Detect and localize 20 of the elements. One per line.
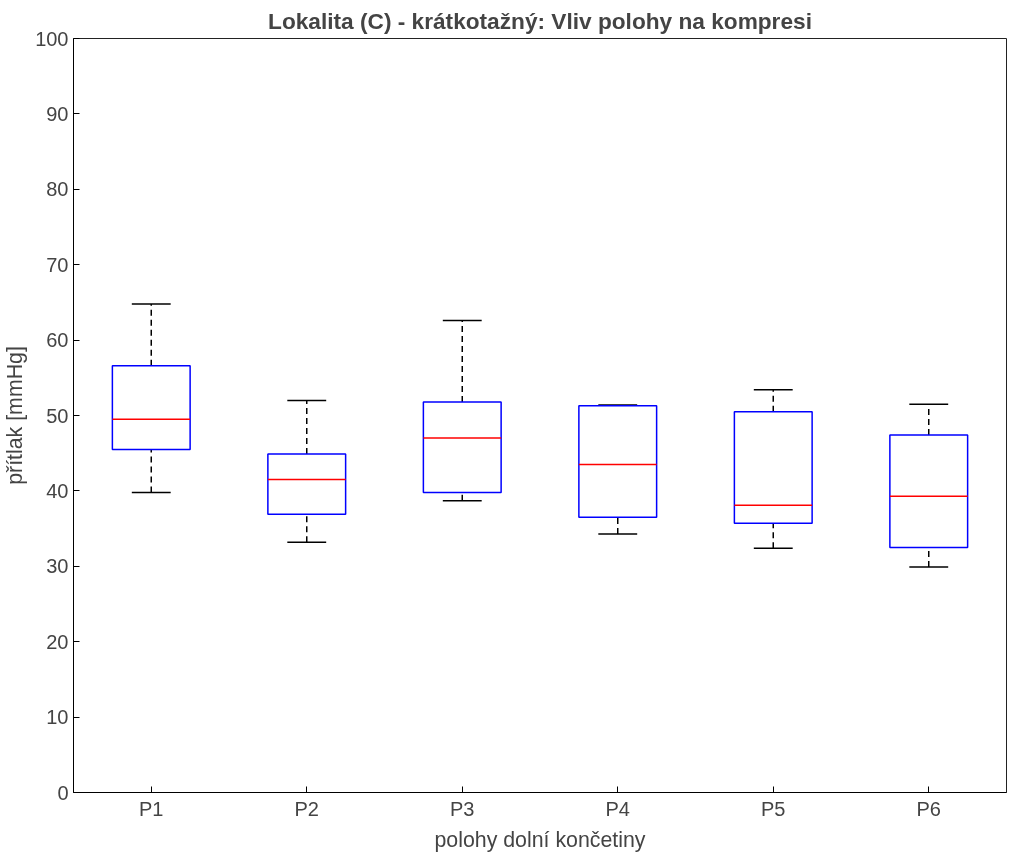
x-tick-label: P6 (916, 797, 941, 820)
x-tick-label: P1 (139, 797, 164, 820)
y-tick-label: 60 (46, 329, 69, 352)
y-tick-label: 40 (46, 479, 69, 502)
chart-title: Lokalita (C) - krátkotažný: Vliv polohy na kompresi (268, 7, 812, 34)
y-tick-label: 10 (46, 706, 69, 729)
x-tick-label: P3 (450, 797, 475, 820)
y-tick-label: 70 (46, 253, 69, 276)
y-tick-label: 90 (46, 102, 69, 125)
y-tick-label: 20 (46, 630, 69, 653)
y-tick-label: 80 (46, 178, 69, 201)
y-tick-label: 50 (46, 404, 69, 427)
y-tick-label: 100 (35, 27, 69, 50)
x-tick-label: P2 (294, 797, 319, 820)
y-tick-label: 30 (46, 555, 69, 578)
y-axis-title: přítlak [mmHg] (3, 346, 28, 485)
x-tick-label: P5 (761, 797, 786, 820)
y-tick-label: 0 (57, 781, 69, 804)
x-tick-label: P4 (605, 797, 630, 820)
x-axis-title: polohy dolní končetiny (434, 827, 646, 852)
